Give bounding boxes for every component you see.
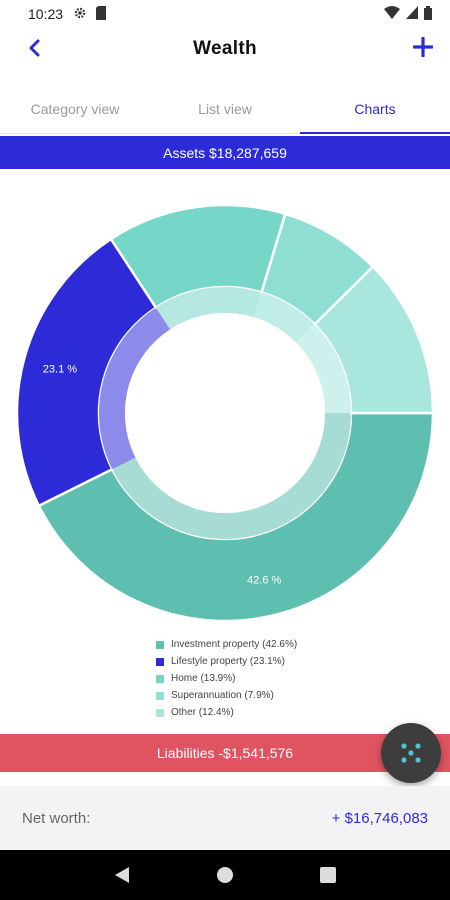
legend-item: Home (13.9%)	[156, 670, 416, 687]
net-worth-label: Net worth:	[22, 809, 91, 827]
signal-icon	[406, 6, 418, 22]
net-worth-value: + $16,746,083	[331, 809, 428, 827]
donut-data-label: 42.6 %	[247, 574, 281, 586]
donut-inner-ring-segment	[112, 413, 352, 539]
legend-swatch	[156, 708, 164, 717]
legend-swatch	[156, 674, 164, 683]
donut-inner-ring-segment	[253, 292, 315, 343]
page-title: Wealth	[193, 38, 257, 59]
battery-icon	[424, 5, 432, 23]
donut-inner-ring-segment	[296, 324, 351, 413]
app-bar: Wealth	[0, 28, 450, 70]
legend-item: Superannuation (7.9%)	[156, 687, 416, 704]
sim-card-icon	[95, 5, 107, 23]
donut-inner-ring-segment	[155, 287, 262, 330]
tab-list-view[interactable]: List view	[198, 100, 252, 117]
net-worth-bar: Net worth: + $16,746,083	[0, 786, 450, 850]
legend-swatch	[156, 691, 164, 700]
system-nav-bar	[0, 850, 450, 900]
fab-menu-button[interactable]	[381, 723, 441, 783]
settings-icon	[73, 6, 87, 23]
dots-pattern-icon	[401, 743, 421, 763]
donut-data-label: 23.1 %	[43, 363, 77, 375]
legend-swatch	[156, 657, 164, 666]
legend-label: Lifestyle property (23.1%)	[171, 656, 285, 667]
tab-bar: Category view List view Charts	[0, 84, 450, 134]
assets-banner[interactable]: Assets $18,287,659	[0, 136, 450, 169]
legend-item: Investment property (42.6%)	[156, 636, 416, 653]
legend-item: Lifestyle property (23.1%)	[156, 653, 416, 670]
legend-label: Superannuation (7.9%)	[171, 690, 274, 701]
donut-inner-ring-segment	[98, 307, 171, 470]
recents-square-icon[interactable]	[313, 860, 343, 890]
assets-donut-chart: 42.6 % 23.1 %	[0, 170, 450, 630]
legend-label: Home (13.9%)	[171, 673, 236, 684]
donut-chart-svg: 42.6 % 23.1 %	[15, 203, 435, 623]
legend-label: Investment property (42.6%)	[171, 639, 298, 650]
liabilities-banner[interactable]: Liabilities -$1,541,576	[0, 734, 450, 772]
legend-swatch	[156, 640, 164, 649]
chevron-left-icon[interactable]	[22, 36, 46, 60]
tab-charts[interactable]: Charts	[300, 84, 450, 134]
legend-item: Other (12.4%)	[156, 704, 416, 721]
donut-center-hole	[125, 313, 325, 513]
legend-label: Other (12.4%)	[171, 707, 234, 718]
chart-legend: Investment property (42.6%) Lifestyle pr…	[156, 636, 416, 721]
home-circle-icon[interactable]	[210, 860, 240, 890]
tab-category-view[interactable]: Category view	[30, 100, 120, 117]
back-triangle-icon[interactable]	[107, 860, 137, 890]
plus-icon[interactable]	[410, 34, 436, 60]
status-bar: 10:23	[0, 0, 450, 28]
status-time: 10:23	[28, 6, 64, 22]
wifi-icon	[384, 6, 400, 22]
